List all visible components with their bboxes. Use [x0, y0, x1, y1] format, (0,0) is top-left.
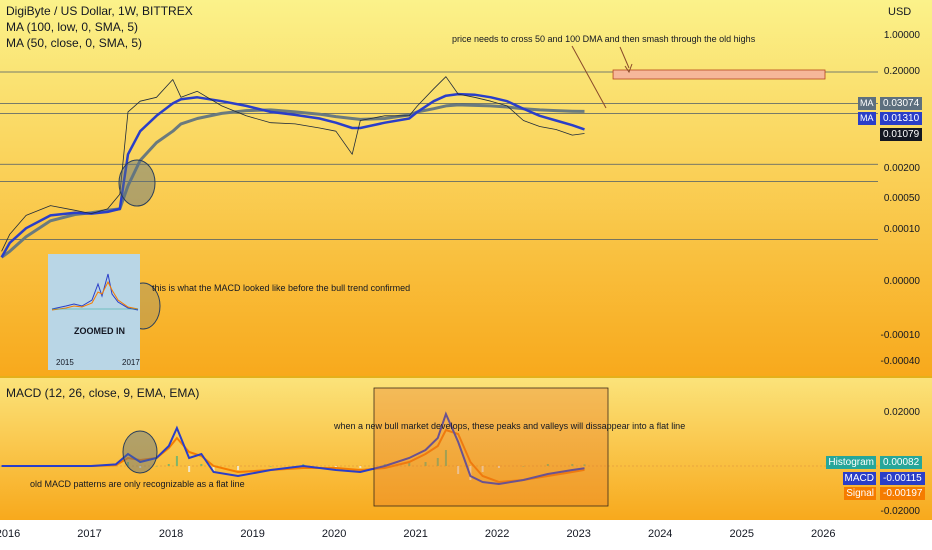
time-axis-year-label: 2023 — [566, 528, 591, 540]
ma-prefix-tag: MA — [858, 97, 876, 110]
macd-legend[interactable]: MACD (12, 26, close, 9, EMA, EMA) — [6, 386, 200, 400]
price-tick-label: 0.00050 — [883, 193, 920, 204]
macd-value-tag: -0.00115 — [880, 472, 925, 485]
macd-histogram-bar — [546, 464, 549, 466]
macd-histogram-bar — [155, 466, 158, 467]
price-tick-label: 0.00200 — [883, 163, 920, 174]
macd-tag-name: Signal — [844, 487, 876, 500]
macd-pane — [0, 378, 932, 520]
macd-value-tag: 0.00082 — [880, 456, 923, 469]
time-axis-year-label: 2024 — [647, 528, 673, 540]
time-axis-year-label: 2017 — [77, 528, 102, 540]
macd-histogram-bar — [269, 466, 272, 467]
macd-histogram-bar — [188, 466, 191, 472]
macd-tick-label: -0.02000 — [880, 506, 920, 517]
macd-histogram-bar — [424, 462, 427, 466]
macd-histogram-bar — [436, 458, 439, 466]
annotation-arrow-zone[interactable] — [619, 46, 630, 69]
highlight-circle-price[interactable] — [118, 159, 156, 207]
annotation-top-note: price needs to cross 50 and 100 DMA and … — [452, 34, 756, 44]
arrow-head-icon[interactable] — [624, 63, 633, 74]
ma50-legend[interactable]: MA (50, close, 0, SMA, 5) — [6, 36, 143, 50]
price-tick-label: 0.20000 — [883, 66, 920, 77]
macd-histogram-bar — [571, 464, 574, 466]
time-axis-year-label: 2026 — [811, 528, 836, 540]
macd-histogram-bar — [481, 466, 484, 472]
time-axis-year-label: 2022 — [484, 528, 510, 540]
ma-prefix-tag: MA — [858, 112, 876, 125]
price-value-tag: 0.01310 — [880, 112, 923, 125]
macd-histogram-bar — [522, 466, 525, 467]
target-zone-box[interactable] — [612, 69, 826, 80]
inset-year-end: 2017 — [122, 358, 140, 367]
highlight-circle-macd[interactable] — [122, 430, 158, 474]
highlight-box-macd[interactable] — [373, 387, 609, 507]
price-tick-label: -0.00040 — [880, 356, 920, 367]
macd-histogram-bar — [497, 466, 500, 468]
ma100-legend[interactable]: MA (100, low, 0, SMA, 5) — [6, 20, 139, 34]
ma50-line[interactable] — [0, 103, 585, 259]
macd-histogram-bar — [359, 466, 362, 468]
inset-macd-chart — [51, 273, 139, 311]
time-axis-year-label: 2025 — [729, 528, 754, 540]
macd-histogram-bar — [444, 450, 447, 466]
annotation-macd-before: this is what the MACD looked like before… — [152, 283, 411, 293]
time-axis-year-label: 2020 — [321, 528, 347, 540]
price-tick-label: 1.00000 — [883, 30, 920, 41]
macd-histogram-bar — [457, 466, 460, 474]
macd-tag-name: MACD — [842, 472, 876, 485]
time-axis-year-label: 2018 — [158, 528, 184, 540]
macd-tag-name: Histogram — [826, 456, 876, 469]
price-tick-label: 0.00010 — [883, 224, 920, 235]
time-axis-year-label: 2016 — [0, 528, 21, 540]
zoomed-inset: ZOOMED IN 2015 2017 — [48, 254, 140, 370]
macd-line[interactable] — [1, 411, 585, 486]
time-axis-year-label: 2019 — [240, 528, 265, 540]
pane-divider[interactable] — [0, 376, 932, 378]
macd-tick-label: 0.02000 — [883, 407, 920, 418]
inset-year-start: 2015 — [56, 358, 74, 367]
macd-histogram-bar — [200, 464, 203, 466]
currency-label: USD — [888, 6, 912, 18]
macd-value-tag: -0.00197 — [880, 487, 926, 500]
macd-histogram-bar — [126, 462, 129, 466]
macd-histogram-bar — [175, 456, 178, 466]
annotation-old-macd: old MACD patterns are only recognizable … — [30, 479, 245, 489]
ma100-line[interactable] — [0, 92, 585, 258]
macd-histogram-bar — [583, 464, 586, 466]
price-tick-label: 0.00000 — [883, 276, 920, 287]
macd-histogram-bar — [237, 466, 240, 470]
macd-histogram-bar — [212, 466, 215, 472]
annotation-flat-note: when a new bull market develops, these p… — [334, 421, 686, 431]
price-line[interactable] — [1, 76, 585, 252]
annotation-arrow-down[interactable] — [571, 45, 607, 109]
macd-histogram-bar — [469, 466, 472, 480]
macd-histogram-bar — [167, 464, 170, 466]
price-pane — [0, 0, 932, 376]
time-axis-bg — [0, 520, 932, 550]
zoomed-label: ZOOMED IN — [74, 326, 125, 336]
price-value-tag: 0.01079 — [880, 128, 923, 141]
time-axis-year-label: 2021 — [403, 528, 428, 540]
macd-histogram-bar — [408, 462, 411, 466]
macd-histogram-bar — [139, 466, 142, 468]
price-value-tag: 0.03074 — [880, 97, 923, 110]
price-tick-label: -0.00010 — [880, 330, 920, 341]
symbol-title[interactable]: DigiByte / US Dollar, 1W, BITTREX — [6, 4, 193, 18]
